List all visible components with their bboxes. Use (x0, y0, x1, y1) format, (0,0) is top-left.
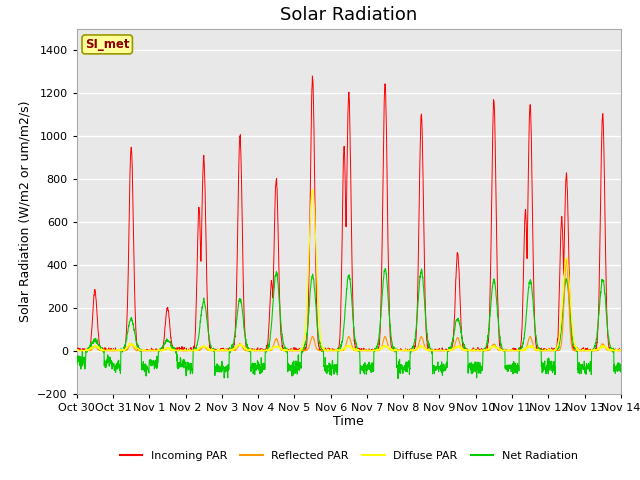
Text: SI_met: SI_met (85, 38, 129, 51)
Legend: Incoming PAR, Reflected PAR, Diffuse PAR, Net Radiation: Incoming PAR, Reflected PAR, Diffuse PAR… (115, 446, 582, 466)
X-axis label: Time: Time (333, 415, 364, 429)
Y-axis label: Solar Radiation (W/m2 or um/m2/s): Solar Radiation (W/m2 or um/m2/s) (19, 100, 32, 322)
Title: Solar Radiation: Solar Radiation (280, 6, 417, 24)
